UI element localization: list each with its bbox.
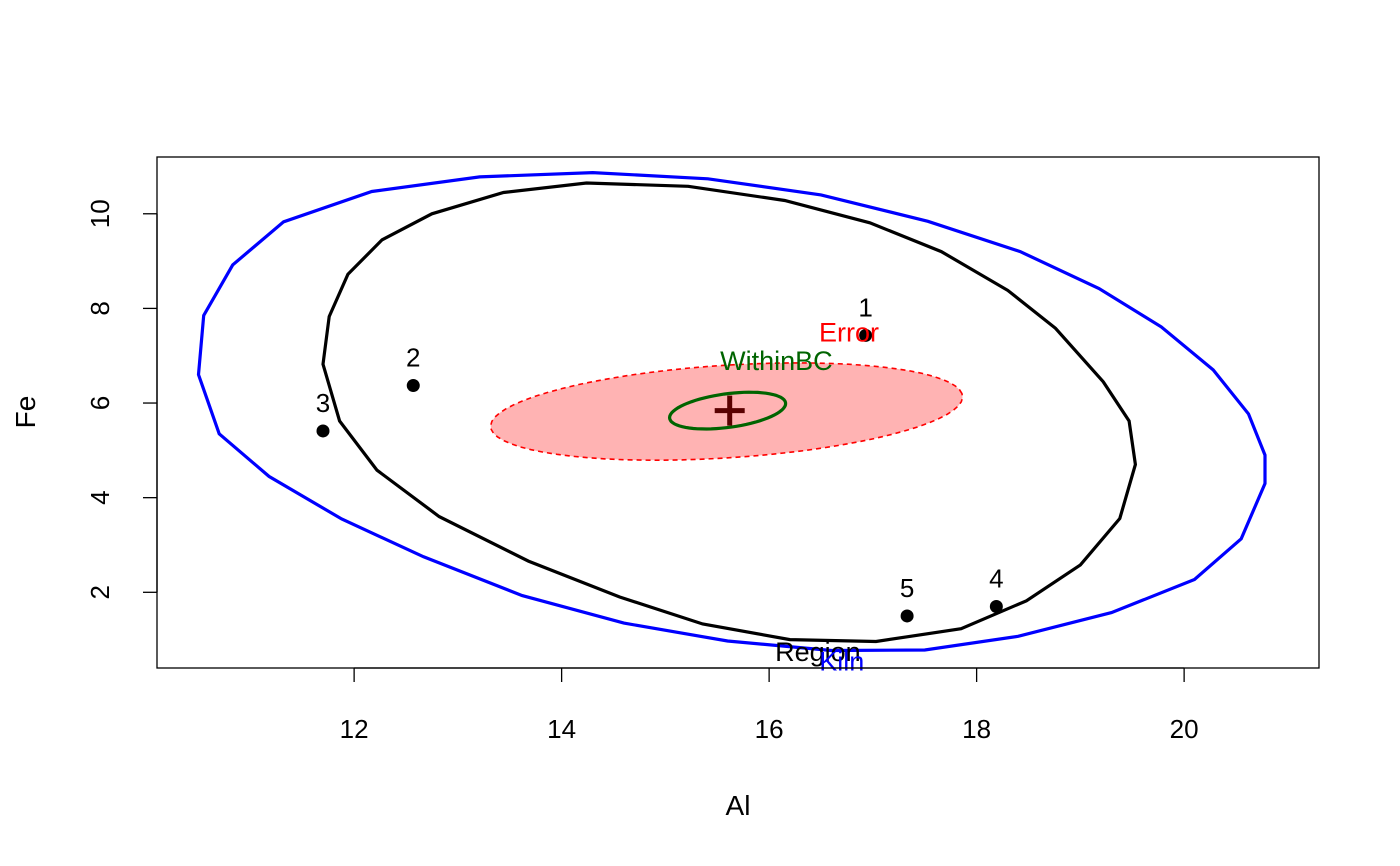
data-point-4 [989,599,1003,613]
point-label-4: 4 [989,563,1003,593]
center-marker [714,395,745,426]
y-tick-label: 10 [85,199,115,228]
point-label-2: 2 [406,343,420,373]
ellipse-kiln [196,170,1267,653]
data-point-3 [316,424,330,438]
y-axis: 2 4 6 8 10 [85,199,158,600]
data-point-2 [406,379,420,393]
x-axis-label: Al [726,790,751,821]
data-point-1 [859,328,873,342]
x-tick-label: 20 [1170,714,1199,744]
x-tick-label: 18 [962,714,991,744]
y-tick-label: 8 [85,301,115,315]
data-point-5 [900,609,914,623]
point-label-3: 3 [316,388,330,418]
x-axis: 12 14 16 18 20 [340,667,1199,744]
point-label-5: 5 [900,573,914,603]
y-axis-label: Fe [10,396,41,429]
point-layer: 1 2 3 4 5 [316,292,1004,623]
ellipse-label-region: Region [775,637,861,667]
ellipse-label-kiln: Kiln [819,646,864,676]
x-tick-label: 16 [755,714,784,744]
y-tick-label: 2 [85,585,115,599]
point-label-1: 1 [858,292,872,322]
ellipse-label-withinbc: WithinBC [720,346,833,376]
ellipse-label-error: Error [819,318,879,348]
x-tick-label: 14 [547,714,576,744]
y-tick-label: 6 [85,396,115,410]
ellipse-withinbc [667,390,788,431]
y-tick-label: 4 [85,490,115,504]
ellipse-region [321,181,1138,644]
x-tick-label: 12 [340,714,369,744]
